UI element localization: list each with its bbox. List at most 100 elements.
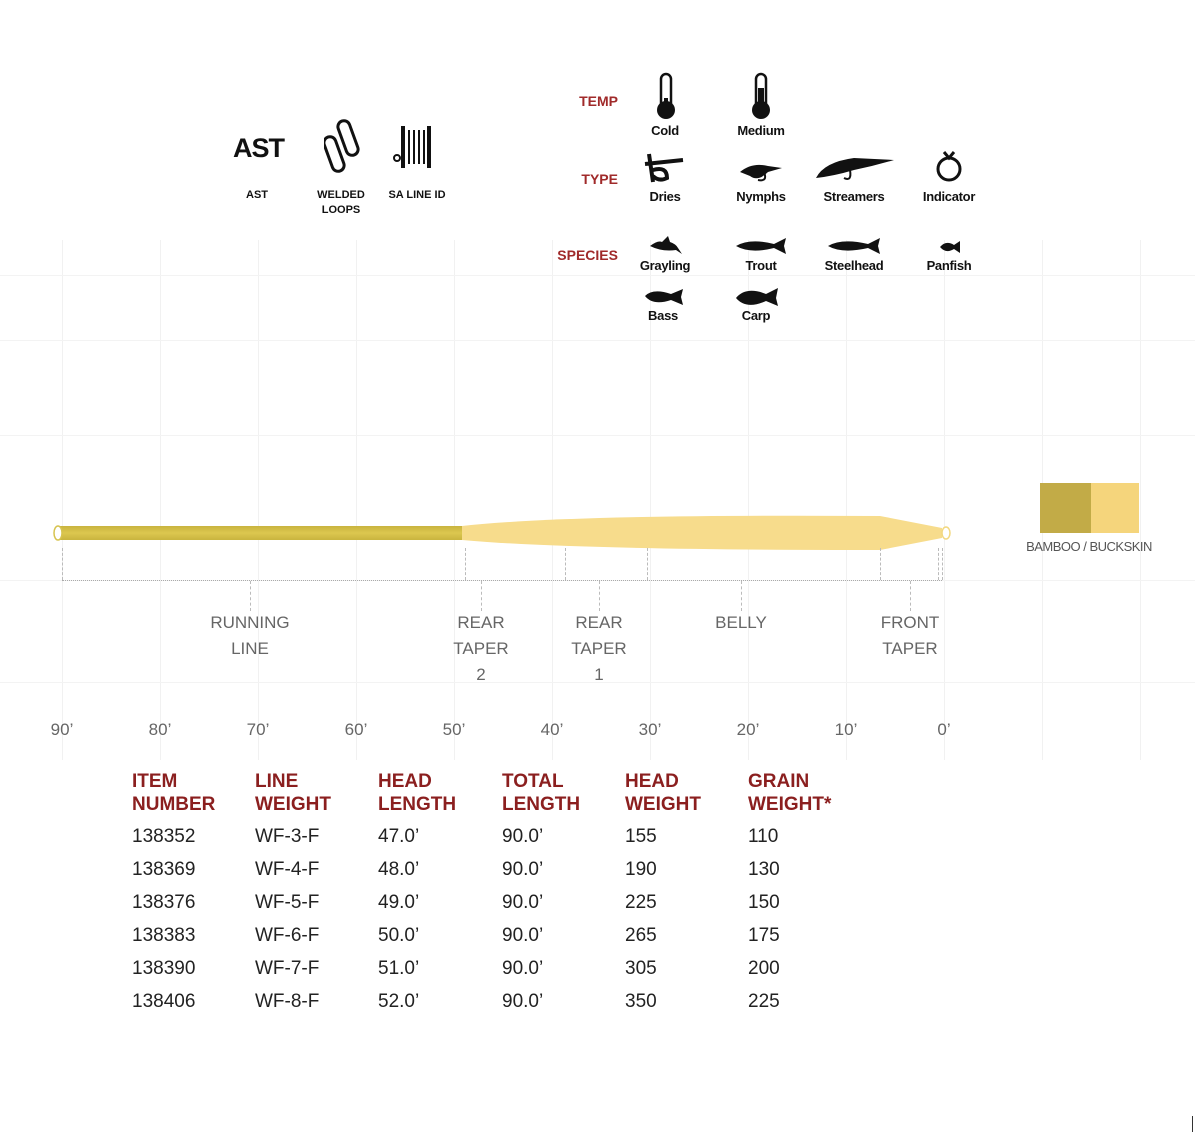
sa-line-id-icon (393, 126, 431, 168)
table-cell: 110 (748, 826, 779, 847)
axis-tick-label: 70’ (246, 720, 270, 739)
streamer-icon (816, 158, 894, 180)
grid-line-vertical (650, 240, 651, 760)
segment-label-line (686, 636, 796, 662)
table-cell: 90.0’ (502, 826, 544, 847)
table-cell: 155 (625, 826, 657, 847)
grid-line-vertical (258, 240, 259, 760)
grid-line-vertical (1140, 240, 1141, 760)
feature-label-welded-loops: WELDED LOOPS (317, 189, 365, 216)
type-label: TYPE (581, 171, 618, 187)
table-cell: 138352 (132, 826, 196, 847)
species-panfish-label: Panfish (926, 258, 972, 273)
grid-line-horizontal (0, 682, 1195, 683)
temp-label: TEMP (579, 93, 618, 109)
table-cell: 48.0’ (378, 859, 420, 880)
axis-tick-label: 10’ (834, 720, 858, 739)
grid-line-vertical (160, 240, 161, 760)
table-cell: 138376 (132, 892, 196, 913)
segment-label-line: FRONT (880, 613, 940, 632)
table-header-line: GRAIN (748, 771, 810, 792)
axis-tick-label: 90’ (50, 720, 74, 739)
grid-line-horizontal (0, 340, 1195, 341)
axis-tick-label: 0’ (937, 720, 951, 739)
segment-label-line: RUNNING (210, 613, 290, 632)
thermometer-medium-icon (752, 72, 770, 119)
table-cell: 90.0’ (502, 859, 544, 880)
axis-tick-label: 80’ (148, 720, 172, 739)
dimension-line (62, 580, 942, 581)
table-header-line: WEIGHT* (748, 794, 832, 815)
table-cell: 150 (748, 892, 780, 913)
table-header-line: HEAD (378, 771, 432, 792)
table-cell: 190 (625, 859, 657, 880)
table-cell: 51.0’ (378, 958, 420, 979)
table-cell: WF-8-F (255, 991, 320, 1012)
segment-label-line (686, 662, 796, 688)
species-grayling-label: Grayling (639, 258, 691, 273)
feature-label-sa-line-id: SA LINE ID (388, 189, 446, 201)
table-cell: 90.0’ (502, 958, 544, 979)
table-cell: 90.0’ (502, 991, 544, 1012)
color-swatch-buckskin (1091, 483, 1139, 533)
segment-label-line: TAPER (571, 639, 627, 658)
table-cell: 90.0’ (502, 925, 544, 946)
segment-label-line: 2 (476, 665, 486, 684)
table-header-line: TOTAL (502, 771, 564, 792)
table-header-line: LENGTH (502, 794, 581, 815)
grid-line-vertical (62, 240, 63, 760)
text-cursor (1192, 1116, 1193, 1132)
line-taper-profile (53, 515, 951, 550)
trout-icon (736, 238, 786, 254)
grid-line-vertical (846, 240, 847, 760)
axis-tick-label: 20’ (736, 720, 760, 739)
axis-tick-label: 30’ (638, 720, 662, 739)
species-bass-label: Bass (648, 308, 678, 323)
table-header: HEAD WEIGHT (625, 770, 701, 816)
table-header: TOTAL LENGTH (502, 770, 580, 816)
segment-label-line (855, 662, 965, 688)
table-cell: 90.0’ (502, 892, 544, 913)
species-trout-label: Trout (745, 258, 777, 273)
table-cell: 130 (748, 859, 780, 880)
panfish-icon (940, 241, 960, 253)
segment-label: REAR TAPER 2 (426, 610, 536, 688)
segment-label-line: 1 (594, 665, 604, 684)
nymph-icon (740, 164, 782, 182)
species-steelhead-label: Steelhead (824, 258, 884, 273)
ast-logo: AST (233, 133, 285, 163)
table-header-line: NUMBER (132, 794, 216, 815)
carp-icon (736, 288, 778, 306)
indicator-icon (936, 151, 962, 182)
table-cell: 225 (625, 892, 657, 913)
type-nymphs-label: Nymphs (736, 189, 786, 204)
table-header: GRAIN WEIGHT* (748, 770, 831, 816)
grid-line-vertical (356, 240, 357, 760)
feature-label-ast: AST (246, 189, 268, 201)
welded-loops-icon (324, 119, 360, 173)
temp-cold-label: Cold (651, 123, 679, 138)
table-cell: 138369 (132, 859, 196, 880)
segment-label: FRONT TAPER (855, 610, 965, 688)
segment-label-line: REAR (457, 613, 505, 632)
type-streamers-label: Streamers (823, 189, 885, 204)
table-header: LINE WEIGHT (255, 770, 331, 816)
table-header-line: ITEM (132, 771, 178, 792)
segment-label: RUNNING LINE (195, 610, 305, 688)
table-cell: 175 (748, 925, 780, 946)
grid-line-vertical (748, 240, 749, 760)
grid-line-horizontal (0, 435, 1195, 436)
table-cell: WF-6-F (255, 925, 320, 946)
running-line-section (56, 526, 466, 540)
table-header-line: WEIGHT (625, 794, 701, 815)
table-cell: 49.0’ (378, 892, 420, 913)
table-header: HEAD LENGTH (378, 770, 456, 816)
table-cell: WF-4-F (255, 859, 320, 880)
segment-label-line: REAR (575, 613, 623, 632)
table-cell: WF-5-F (255, 892, 320, 913)
grayling-icon (650, 236, 682, 254)
table-cell: 265 (625, 925, 657, 946)
grid-line-horizontal (0, 275, 1195, 276)
segment-label-line: LINE (231, 639, 269, 658)
type-indicator-label: Indicator (922, 189, 976, 204)
